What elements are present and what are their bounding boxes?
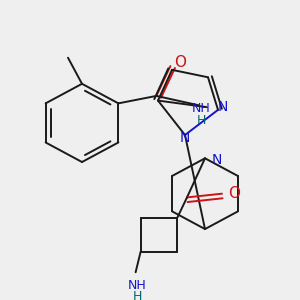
Text: NH: NH: [128, 279, 147, 292]
Text: H: H: [133, 290, 142, 300]
Text: N: N: [218, 100, 228, 114]
Text: H: H: [197, 114, 206, 127]
Text: N: N: [180, 131, 190, 145]
Text: O: O: [174, 55, 186, 70]
Text: N: N: [212, 153, 222, 167]
Text: O: O: [228, 186, 240, 201]
Text: NH: NH: [192, 102, 211, 116]
